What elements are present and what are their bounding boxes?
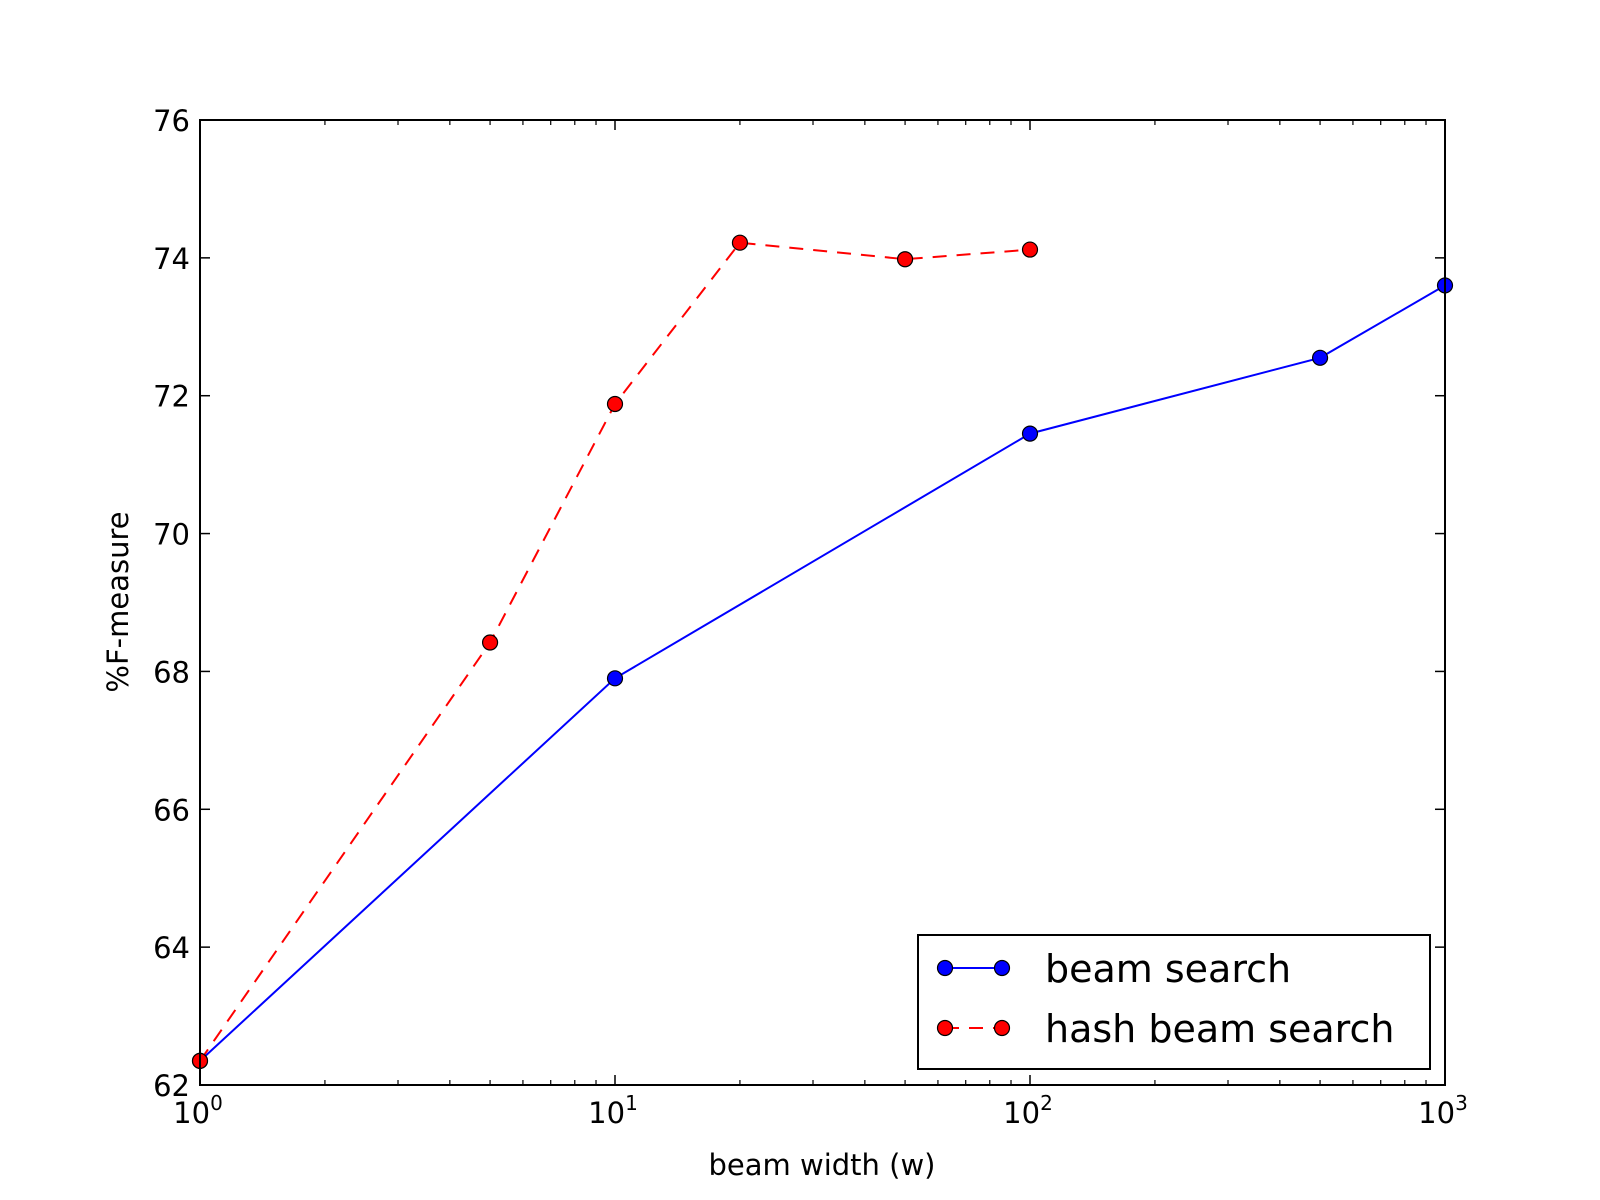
y-tick-label: 76 [153,104,190,138]
x-tick-base: 10 [588,1096,625,1130]
legend-box [917,934,1431,1070]
legend-marker [993,959,1011,977]
legend-marker [993,1019,1011,1037]
data-point [1311,349,1329,366]
x-tick-base: 10 [1003,1096,1040,1130]
x-tick-exponent: 3 [1455,1091,1468,1115]
data-point [481,634,499,651]
x-tick-base: 10 [173,1096,210,1130]
legend-marker [936,959,954,977]
y-tick-label: 72 [153,380,190,414]
data-point [896,251,914,268]
plot-area [200,120,1445,1085]
x-tick-exponent: 0 [210,1091,223,1115]
data-point [731,234,749,251]
x-tick-label: 100 [173,1091,223,1130]
x-axis-label: beam width (w) [709,1148,936,1182]
data-point [606,670,624,687]
legend-marker [936,1019,954,1037]
x-tick-label: 103 [1418,1091,1468,1130]
legend-item: hash beam search [936,1007,1394,1051]
legend-label: beam search [1045,947,1291,991]
x-tick-label: 101 [588,1091,638,1130]
plot-frame [199,119,1446,1086]
y-tick-label: 68 [153,655,190,689]
x-tick-exponent: 2 [1040,1091,1053,1115]
legend: beam search hash beam search [917,934,1431,1070]
data-point [606,395,624,413]
legend-label: hash beam search [1045,1007,1394,1051]
series-hash-beam-search [191,234,1039,1069]
y-tick-label: 64 [153,931,190,965]
x-tick-label: 102 [1003,1091,1053,1130]
data-point [1021,241,1039,258]
y-tick-label: 66 [153,793,190,827]
x-tick-exponent: 1 [625,1091,638,1115]
y-axis-label: %F-measure [101,511,135,692]
y-tick-label: 62 [153,1069,190,1103]
series-layer [191,234,1454,1069]
y-tick-label: 74 [153,242,190,276]
y-tick-label: 70 [153,518,190,552]
legend-item: beam search [936,947,1291,991]
x-tick-base: 10 [1418,1096,1455,1130]
data-point [1021,425,1039,442]
